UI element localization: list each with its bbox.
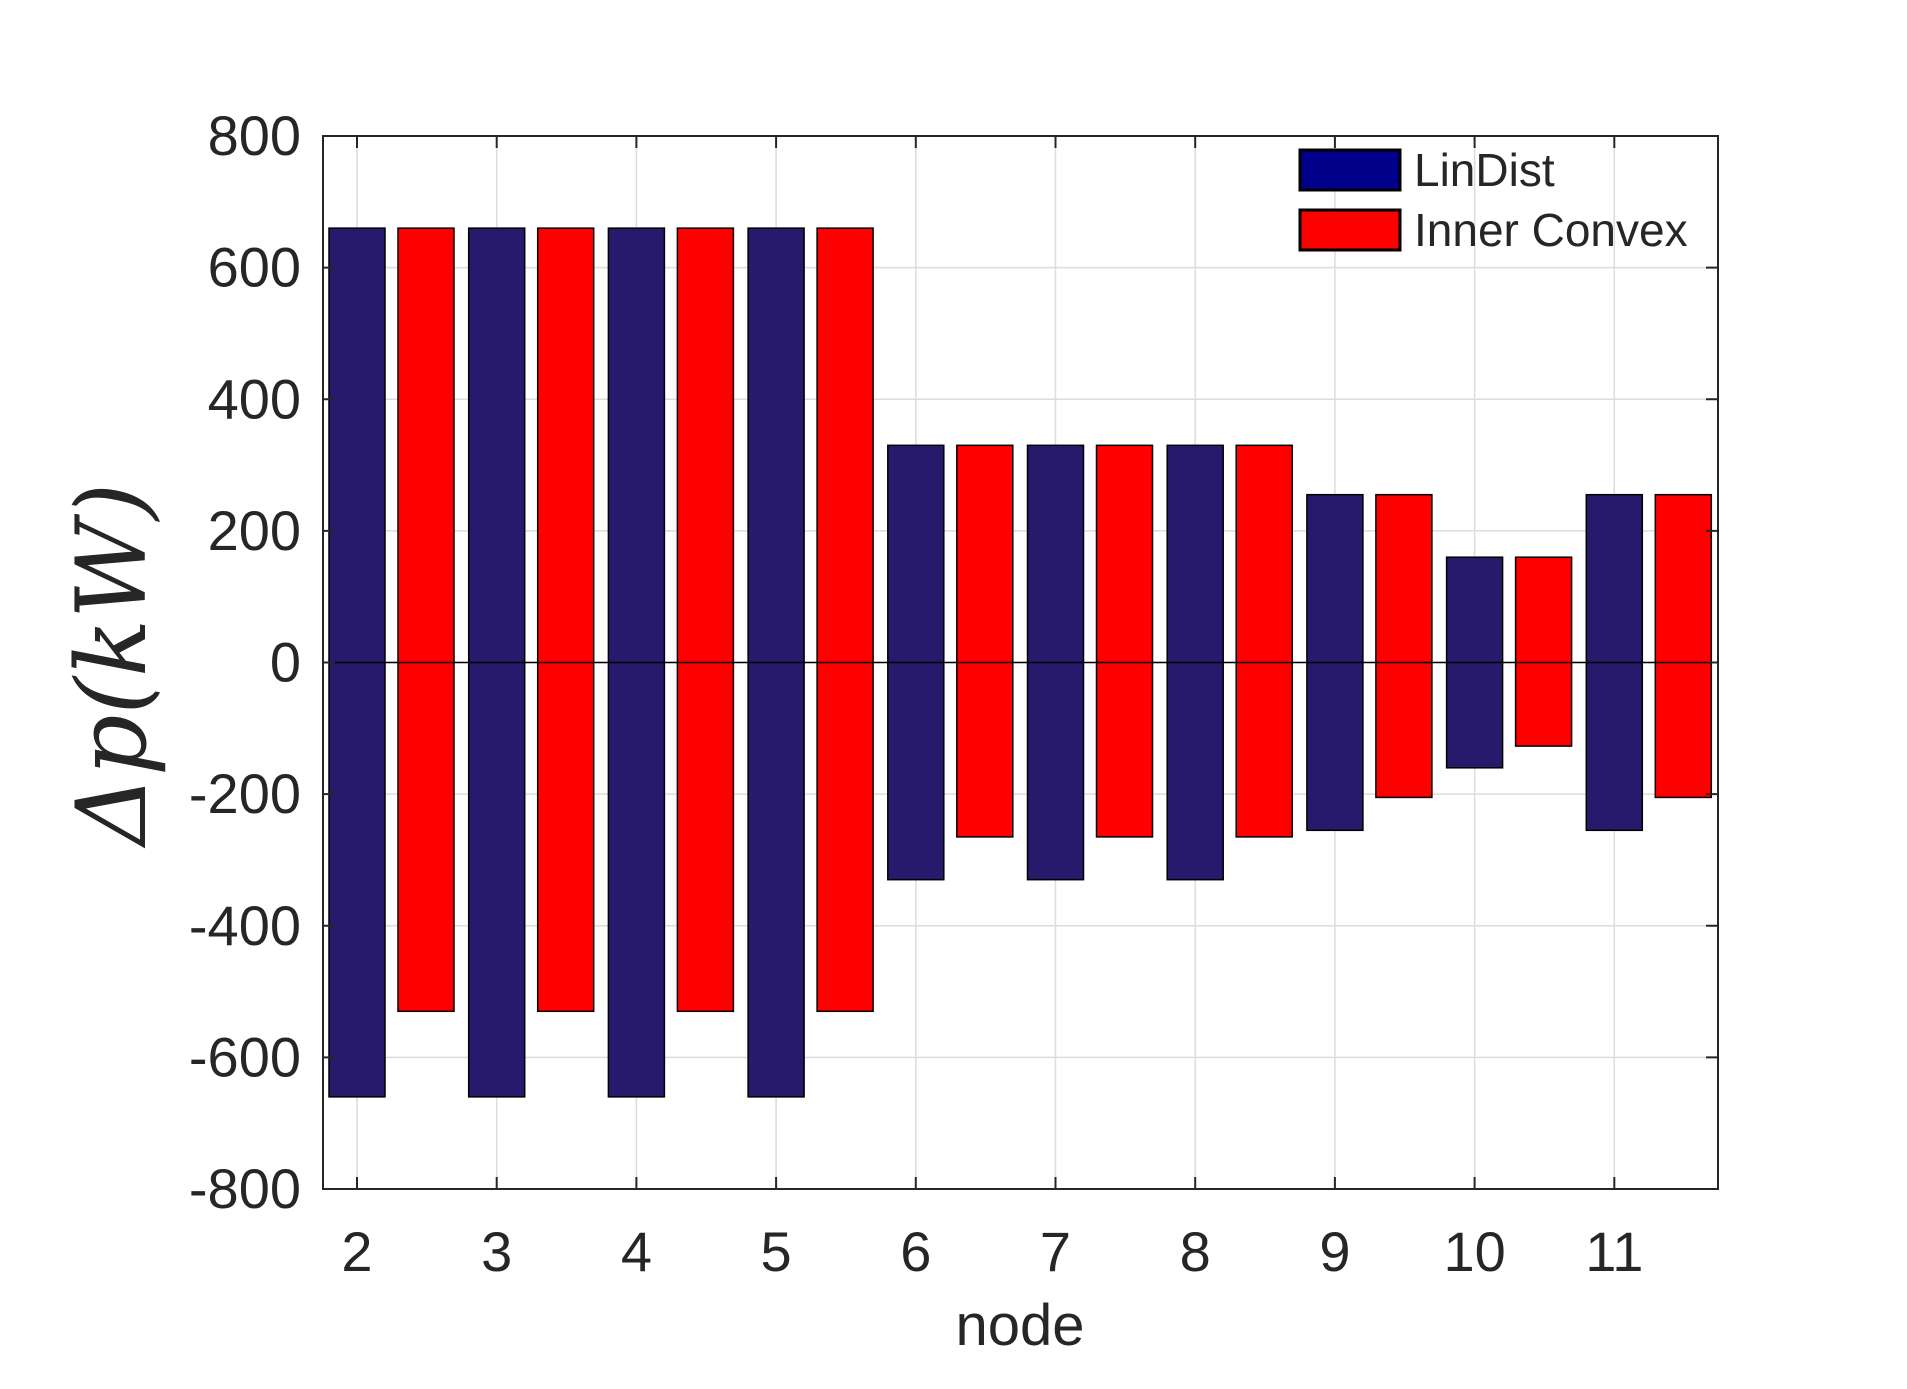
- bar-inner-convex-4: [676, 227, 735, 1013]
- x-tick-label: 6: [900, 1220, 931, 1283]
- bar-inner-convex-6: [956, 444, 1014, 838]
- x-tick-label: 7: [1040, 1220, 1071, 1283]
- bar-inner-convex-7: [1095, 444, 1154, 838]
- x-tick-label: 8: [1180, 1220, 1211, 1283]
- bar-inner-convex-5: [816, 227, 874, 1013]
- legend-swatch-lindist: [1298, 148, 1402, 192]
- y-tick-label: -600: [189, 1025, 301, 1088]
- ticks-layer: -800 -600 -400 -200 0 200 400 600 800 2 3 4 5 6 7 8 9 10 1…: [189, 104, 1718, 1283]
- x-tick-label: 9: [1319, 1220, 1350, 1283]
- legend: LinDist Inner Convex: [1298, 144, 1688, 256]
- x-tick-label: 2: [341, 1220, 372, 1283]
- y-tick-label: 0: [270, 631, 301, 694]
- x-tick-label: 11: [1585, 1220, 1643, 1283]
- bar-inner-convex-11: [1654, 493, 1713, 799]
- x-tick-label: 5: [761, 1220, 792, 1283]
- x-axis-label: node: [955, 1293, 1084, 1358]
- bar-inner-convex-2: [397, 227, 455, 1013]
- y-tick-label: -400: [189, 894, 301, 957]
- y-tick-label: -200: [189, 762, 301, 825]
- y-tick-label: 800: [208, 104, 301, 167]
- x-tick-label: 10: [1443, 1220, 1505, 1283]
- legend-label-lindist: LinDist: [1414, 144, 1555, 196]
- bar-inner-convex-10: [1514, 556, 1573, 747]
- y-axis-label: Δp(kW): [56, 483, 168, 850]
- x-tick-label: 3: [481, 1220, 512, 1283]
- legend-swatch-inner-convex: [1298, 208, 1402, 252]
- y-tick-label: 600: [208, 236, 301, 299]
- bar-inner-convex-3: [536, 227, 595, 1013]
- bar-inner-convex-9: [1375, 493, 1433, 799]
- y-tick-label: 400: [208, 367, 301, 430]
- bar-inner-convex-8: [1235, 444, 1293, 838]
- legend-label-inner-convex: Inner Convex: [1414, 204, 1688, 256]
- y-tick-label: -800: [189, 1157, 301, 1220]
- y-tick-label: 200: [208, 499, 301, 562]
- x-tick-label: 4: [621, 1220, 652, 1283]
